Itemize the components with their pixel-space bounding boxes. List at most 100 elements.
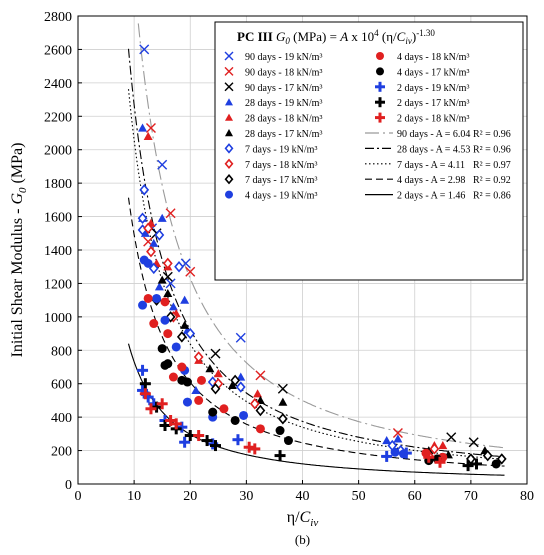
axis-labels: η/Civ Initial Shear Modulus - G0 (MPa) (b) (9, 143, 318, 547)
data-point (375, 97, 385, 108)
data-point (170, 418, 182, 430)
data-point (381, 450, 393, 462)
legend-fit-label: 90 days - A = 6.04 (397, 129, 470, 140)
circle-mark (163, 359, 173, 369)
data-point (210, 440, 222, 452)
x-tick-label: 80 (520, 489, 534, 504)
data-point (470, 458, 482, 470)
data-point (191, 385, 201, 394)
data-point (179, 436, 191, 448)
y-tick-label: 2800 (44, 10, 72, 25)
y-tick-label: 2600 (44, 43, 72, 58)
legend-fit-label: 7 days - A = 4.11 (397, 160, 465, 171)
data-point (283, 436, 293, 446)
data-point (139, 184, 150, 196)
y-tick-label: 2400 (44, 77, 72, 92)
data-point (275, 426, 285, 436)
data-point (139, 388, 151, 400)
diamond-mark (143, 222, 154, 235)
data-point (180, 295, 190, 304)
data-point (163, 288, 173, 298)
legend-fit-r2: R² = 0.97 (473, 160, 511, 171)
data-point (182, 377, 192, 387)
data-point (196, 375, 206, 385)
y-tick-label: 800 (51, 344, 72, 359)
data-point (213, 369, 223, 378)
data-point (201, 435, 213, 447)
data-point (230, 415, 240, 425)
data-point (438, 441, 448, 450)
legend-series-label: 7 days - 18 kN/m³ (245, 160, 317, 171)
triangle-mark (149, 238, 159, 247)
data-point (162, 271, 173, 282)
data-point (156, 398, 168, 410)
diamond-mark (277, 413, 288, 425)
legend-fit-label: 2 days - A = 1.46 (397, 191, 465, 202)
triangle-mark (154, 282, 164, 291)
data-point (174, 260, 184, 273)
data-point (491, 459, 501, 469)
triangle-mark (253, 389, 263, 398)
triangle-mark (225, 113, 233, 121)
data-point (154, 229, 165, 241)
triangle-mark (157, 275, 167, 284)
y-tick-label: 1200 (44, 277, 72, 292)
y-tick-label: 200 (51, 445, 72, 460)
data-point (157, 344, 167, 354)
data-point (390, 447, 400, 457)
triangle-mark (213, 369, 223, 378)
circle-mark (182, 377, 192, 387)
triangle-mark (278, 397, 288, 406)
y-tick-label: 1800 (44, 177, 72, 192)
diamond-mark (255, 404, 266, 417)
data-point (185, 266, 196, 277)
data-point (145, 403, 157, 415)
x-tick-label: 40 (296, 489, 310, 504)
diamond-mark (193, 351, 204, 363)
data-point (277, 383, 288, 394)
legend-series-label: 4 days - 17 kN/m³ (397, 67, 469, 78)
data-point (225, 113, 233, 121)
data-point (149, 238, 159, 247)
x-mark-stroke (139, 44, 150, 55)
legend-series-label: 90 days - 19 kN/m³ (245, 52, 322, 63)
x-mark-stroke (165, 278, 176, 289)
data-point (232, 434, 244, 446)
data-point (278, 397, 288, 406)
data-point (163, 329, 173, 339)
data-point (180, 320, 190, 329)
circle-mark (225, 190, 233, 199)
data-point (193, 351, 204, 363)
axis-ticks: 0 10 20 30 40 50 60 70 8002004006008001000120014… (44, 10, 534, 504)
triangle-mark (227, 380, 237, 389)
x-mark-stroke (143, 236, 154, 247)
x-mark-stroke (392, 428, 403, 439)
x-tick-label: 70 (464, 489, 478, 504)
data-point (224, 82, 234, 92)
diamond-mark (146, 245, 156, 258)
diamond-mark (482, 449, 493, 462)
triangle-mark (168, 302, 178, 311)
data-point (152, 293, 162, 303)
diamond-mark (230, 374, 241, 387)
triangle-mark (180, 295, 190, 304)
data-point (139, 378, 151, 390)
panel-label: (b) (295, 532, 310, 547)
data-point (462, 460, 474, 472)
data-point (154, 282, 164, 291)
circle-mark (255, 424, 265, 434)
triangle-mark (225, 98, 233, 106)
x-mark-stroke (446, 432, 457, 443)
legend-series-label: 90 days - 17 kN/m³ (245, 83, 322, 94)
data-point (176, 331, 187, 343)
legend-series-label: 2 days - 17 kN/m³ (397, 98, 469, 109)
circle-mark (160, 297, 170, 307)
diamond-mark (154, 229, 165, 241)
x-mark-stroke (145, 122, 156, 133)
data-point (375, 112, 385, 123)
data-point (168, 372, 178, 382)
diamond-mark (429, 443, 440, 455)
triangle-mark (157, 213, 167, 222)
triangle-mark (138, 123, 148, 132)
